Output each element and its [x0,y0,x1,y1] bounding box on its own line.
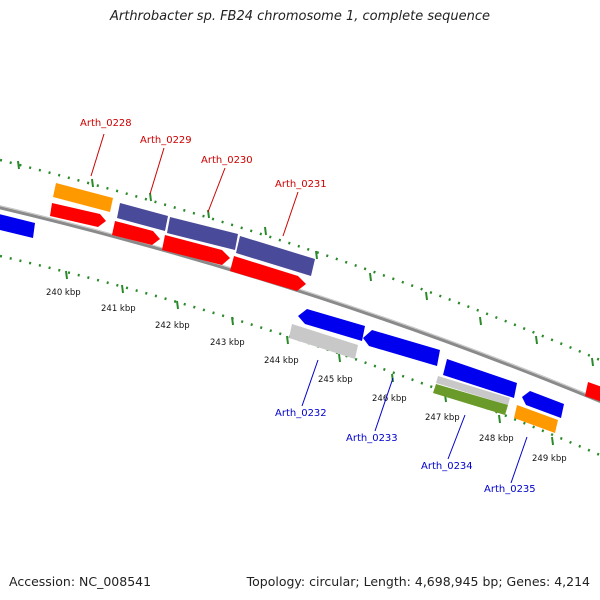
major-tick [591,357,594,367]
label-Arth_0228[interactable]: Arth_0228 [80,118,132,129]
major-tick [17,160,20,170]
kbp-label: 245 kbp [318,375,353,385]
major-tick [176,300,179,310]
major-tick [425,291,428,301]
label-Arth_0230[interactable]: Arth_0230 [201,155,253,166]
major-tick [479,316,482,326]
gene-Arth_0232-grey[interactable] [289,324,358,359]
major-tick [338,353,341,363]
gene-Arth_0229-red[interactable] [112,221,160,245]
major-tick [231,316,234,326]
major-tick [315,250,318,260]
label-Arth_0235[interactable]: Arth_0235 [484,484,536,495]
gene-Arth_0235-orange[interactable] [514,405,558,433]
gene-Arth_0228-orange[interactable] [53,183,113,212]
chromosome-backbone [0,205,600,404]
major-tick [264,226,267,236]
label-Arth_0233[interactable]: Arth_0233 [346,433,398,444]
gene-Arth_0235-blue[interactable] [522,391,564,418]
kbp-label: 248 kbp [479,434,514,444]
major-tick [149,192,152,202]
label-Arth_0231[interactable]: Arth_0231 [275,179,327,190]
label-Arth_0234[interactable]: Arth_0234 [421,461,473,472]
kbp-ticks [17,160,594,446]
major-tick [286,335,289,345]
kbp-label: 243 kbp [210,338,245,348]
major-tick [91,178,94,188]
gene-left-partial[interactable] [0,213,35,238]
kbp-label: 246 kbp [372,394,407,404]
major-tick [369,272,372,282]
gene-Arth_0232-blue[interactable] [298,309,365,341]
gene-Arth_0231-purple[interactable] [236,236,315,276]
gene-Arth_0233-blue[interactable] [363,330,440,366]
kbp-label: 242 kbp [155,321,190,331]
major-tick [65,270,68,280]
label-leaders [90,133,528,484]
gene-Arth_0234-olive[interactable] [433,384,508,415]
major-tick [535,335,538,345]
gene-Arth_0234-grey[interactable] [436,376,510,405]
kbp-label: 244 kbp [264,356,299,366]
genome-stats-text: Topology: circular; Length: 4,698,945 bp… [246,574,590,589]
kbp-label: 241 kbp [101,304,136,314]
gene-Arth_0234-blue[interactable] [443,359,517,398]
kbp-labels: 240 kbp 241 kbp 242 kbp 243 kbp 244 kbp 245 k… [46,288,567,464]
map-title: Arthrobacter sp. FB24 chromosome 1, comp… [109,9,491,24]
kbp-label: 247 kbp [425,413,460,423]
gene-Arth_0230-red[interactable] [162,235,230,265]
features [0,183,600,433]
kbp-label: 240 kbp [46,288,81,298]
kbp-label: 249 kbp [532,454,567,464]
label-Arth_0232[interactable]: Arth_0232 [275,408,327,419]
gene-Arth_0229-purple[interactable] [117,203,168,231]
gene-Arth_0230-purple[interactable] [167,217,238,250]
accession-text: Accession: NC_008541 [9,574,152,589]
gene-Arth_0228-red[interactable] [50,203,106,227]
major-tick [498,414,501,424]
gene-Arth_0231-red[interactable] [230,256,306,291]
gene-right-partial[interactable] [585,382,600,402]
major-tick [551,436,554,446]
label-Arth_0229[interactable]: Arth_0229 [140,135,192,146]
major-tick [121,284,124,294]
